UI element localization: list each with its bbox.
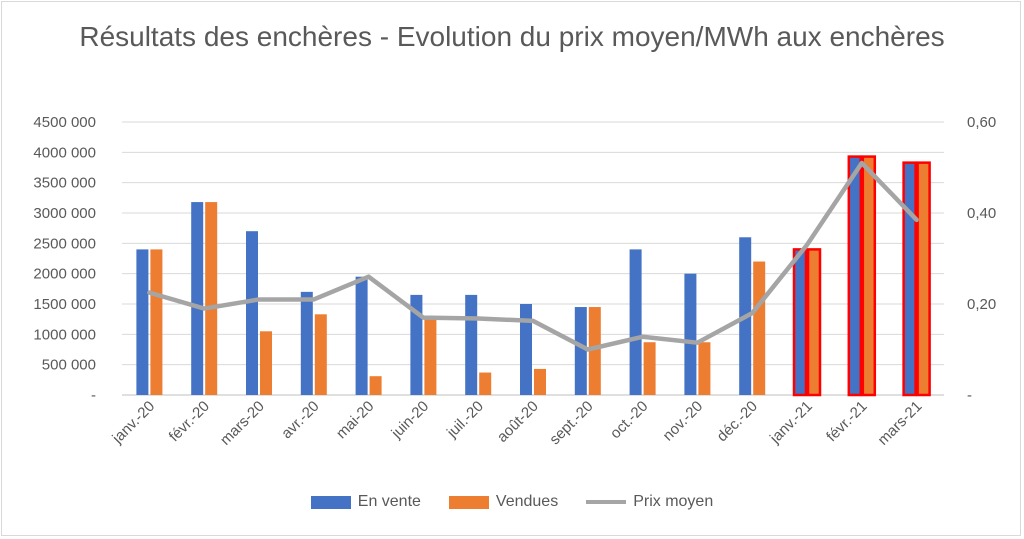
bar-en-vente [792, 248, 808, 397]
bar-en-vente [300, 291, 313, 395]
legend-label-prix-moyen: Prix moyen [633, 493, 714, 510]
legend-swatch-en-vente [310, 495, 351, 509]
bar-vendues [588, 307, 601, 395]
x-axis: janv.-20 févr.-20 mars-20 avr.-20 mai-20 juin… [109, 398, 926, 449]
y-left-tick-label: 1500 000 [33, 296, 96, 313]
chart-title: Résultats des enchères - Evolution du pr… [79, 21, 945, 52]
legend-item-prix-moyen: Prix moyen [586, 493, 713, 511]
bar-vendues [698, 342, 711, 395]
bar-en-vente [355, 276, 368, 395]
bar-vendues [479, 372, 492, 395]
bar-en-vente [520, 304, 532, 395]
bar-vendues [643, 342, 656, 395]
x-tick-label: janv.-21 [766, 398, 816, 448]
legend-label-vendues: Vendues [495, 493, 559, 510]
bar-vendues [916, 161, 931, 397]
legend: En vente Vendues Prix moyen [0, 493, 1024, 511]
legend-swatch-prix-moyen [586, 500, 627, 504]
y-left-tick-label: 3500 000 [33, 175, 96, 192]
x-tick-label: oct.-20 [607, 398, 651, 442]
bars [136, 155, 931, 397]
y-left-tick-label: 4000 000 [33, 144, 96, 161]
y-axis-left: - 500 000 1000 000 1500 000 2000 000 2500 000… [33, 114, 96, 404]
x-tick-label: janv.-20 [109, 398, 159, 448]
x-tick-label: mars-21 [875, 398, 926, 449]
bar-en-vente [136, 249, 149, 395]
x-tick-label: avr.-20 [278, 398, 322, 442]
y-right-tick-label: - [967, 387, 972, 404]
x-tick-label: févr.-20 [166, 398, 213, 445]
bar-vendues [260, 331, 272, 395]
bar-vendues [753, 261, 766, 395]
legend-label-en-vente: En vente [357, 493, 421, 510]
price-line [147, 160, 919, 352]
y-axis-right: - 0,20 0,40 0,60 [967, 114, 996, 404]
bar-en-vente [902, 161, 917, 397]
y-left-tick-label: 1000 000 [33, 326, 96, 343]
bar-vendues [806, 248, 822, 397]
bar-vendues [861, 155, 877, 397]
legend-swatch-vendues [448, 495, 489, 509]
line-prix-moyen [147, 160, 919, 352]
bar-en-vente [465, 294, 478, 395]
y-left-tick-label: 4500 000 [33, 114, 96, 131]
x-tick-label: mai-20 [333, 398, 377, 442]
bar-en-vente [847, 155, 863, 397]
y-right-tick-label: 0,60 [967, 114, 996, 131]
bar-en-vente [246, 231, 258, 395]
x-tick-label: août-20 [494, 398, 542, 446]
x-tick-label: juil.-20 [443, 398, 487, 442]
x-tick-label: févr.-21 [823, 398, 870, 445]
bar-vendues [150, 249, 163, 395]
bar-vendues [369, 376, 382, 395]
legend-item-vendues: Vendues [448, 493, 559, 511]
y-left-tick-label: - [91, 387, 96, 404]
y-left-tick-label: 500 000 [42, 357, 96, 374]
bar-en-vente [574, 307, 587, 395]
bar-vendues [534, 368, 546, 395]
x-tick-label: mars-20 [217, 398, 268, 449]
bar-en-vente [629, 249, 642, 395]
y-right-tick-label: 0,40 [967, 205, 996, 222]
y-left-tick-label: 2000 000 [33, 266, 96, 283]
bar-vendues [424, 317, 437, 395]
bar-vendues [205, 202, 218, 395]
bar-en-vente [191, 202, 204, 395]
bar-vendues [314, 314, 327, 395]
y-left-tick-label: 3000 000 [33, 205, 96, 222]
x-tick-label: juin-20 [388, 398, 433, 443]
legend-item-en-vente: En vente [310, 493, 421, 511]
y-right-tick-label: 0,20 [967, 296, 996, 313]
y-left-tick-label: 2500 000 [33, 235, 96, 252]
bar-en-vente [410, 294, 423, 395]
x-tick-label: nov.-20 [660, 398, 707, 445]
x-tick-label: sept.-20 [546, 398, 596, 448]
bar-en-vente [684, 273, 697, 395]
x-tick-label: déc.-20 [714, 398, 761, 445]
